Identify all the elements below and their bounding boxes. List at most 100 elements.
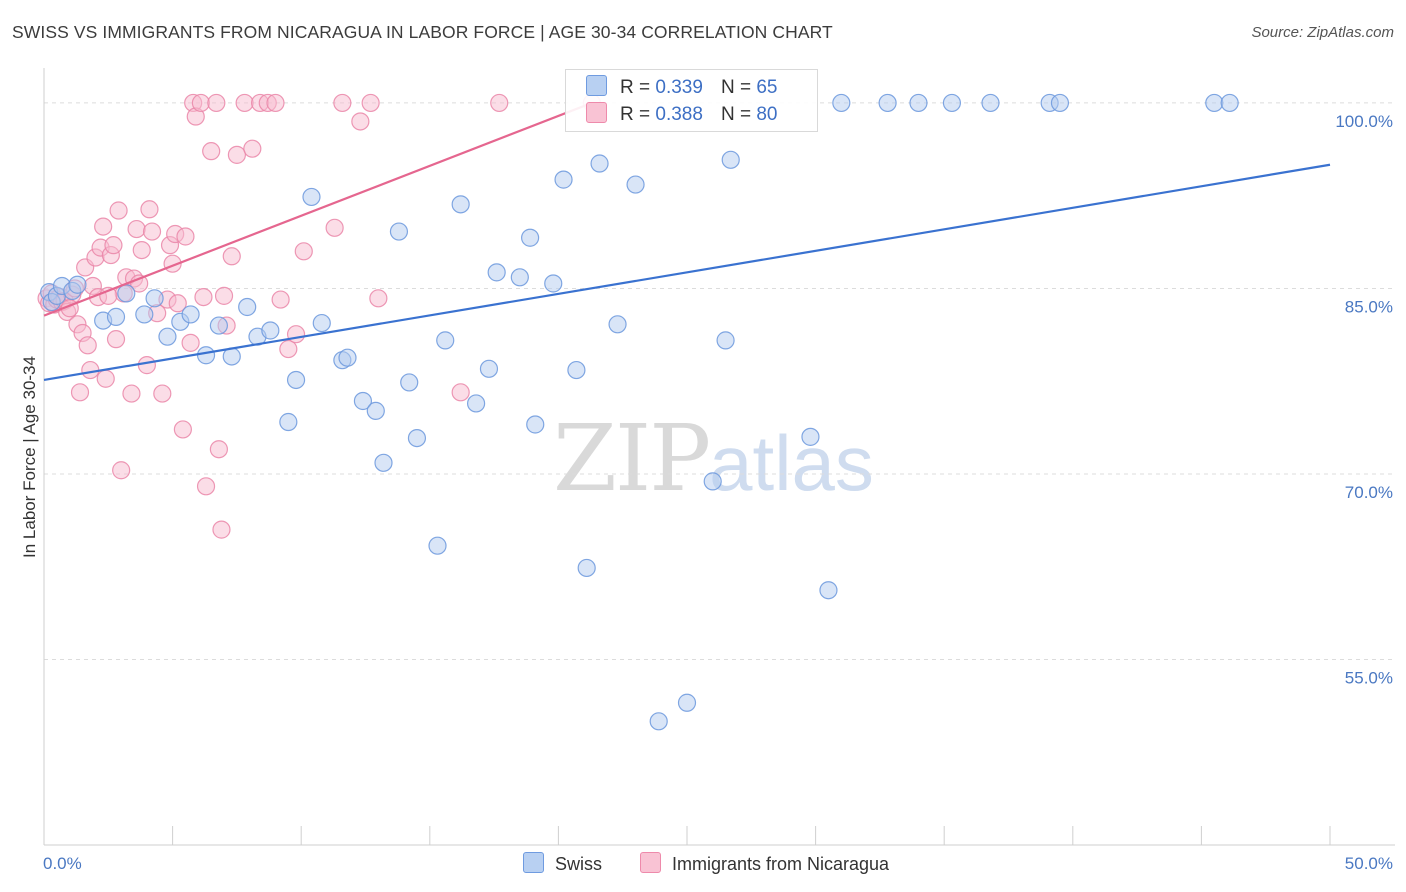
nicaragua-point [209,440,228,459]
axes [43,68,1395,846]
nicaragua-point [202,142,221,161]
nicaragua-point [140,200,159,219]
swiss-point [451,195,470,214]
nicaragua-point [122,384,141,403]
swiss-point [521,228,540,247]
x-tick-label: 0.0% [43,854,82,873]
legend-swatch-swiss [586,75,607,96]
nicaragua-point [325,218,344,237]
nicaragua-point [81,360,100,380]
swiss-point [567,360,586,380]
swiss-point [389,222,409,241]
nicaragua-point [222,247,241,266]
stats-legend: R = 0.339 N = 65 R = 0.388 N = 80 [565,69,818,132]
legend-row-swiss: R = 0.339 N = 65 [586,75,777,98]
nicaragua-point [78,336,97,355]
y-tick-labels: 55.0% 70.0% 85.0% 100.0% [1335,112,1393,688]
swiss-point [286,370,306,390]
swiss-point [487,263,506,282]
legend-n-label: N = [720,104,752,125]
legend-r-value-nicaragua: 0.388 [655,104,703,125]
swiss-point [428,536,447,555]
nicaragua-point [153,384,172,403]
legend-r-value-swiss: 0.339 [655,77,703,98]
swiss-point [801,427,820,446]
legend-item-nicaragua: Immigrants from Nicaragua [640,852,889,875]
swiss-point [135,305,154,324]
swiss-point [1220,93,1239,113]
gridlines [44,102,1395,660]
swiss-point [466,394,486,413]
nicaragua-point [142,222,162,241]
nicaragua-point [191,93,210,113]
legend-n-label: N = [720,77,752,98]
swiss-point [981,93,1000,113]
nicaragua-point [369,289,388,308]
nicaragua-point [94,217,113,236]
nicaragua-point [214,286,234,305]
swiss-point [608,315,627,334]
swiss-point [209,316,228,335]
swiss-point [353,391,373,411]
nicaragua-point [196,477,216,496]
swiss-point [479,359,499,378]
swiss-point [312,313,331,333]
nicaragua-point [212,520,231,539]
watermark-zip: ZIP [553,405,711,512]
nicaragua-point [227,145,246,164]
legend-label-nicaragua: Immigrants from Nicaragua [672,854,890,874]
nicaragua-point [243,139,262,158]
legend-swatch-nicaragua [586,102,607,123]
nicaragua-point [207,93,226,113]
chart-title: SWISS VS IMMIGRANTS FROM NICARAGUA IN LA… [12,22,833,42]
swiss-point [677,693,697,712]
watermark-logo: ZIPatlas [553,405,874,512]
nicaragua-point [168,294,187,313]
swiss-point [400,373,419,392]
nicaragua-point [173,420,192,439]
nicaragua-point [194,287,213,307]
swiss-point [196,346,216,365]
nicaragua-point [137,356,156,375]
swiss-point [577,558,596,578]
nicaragua-point [106,330,126,349]
swiss-point [279,412,298,432]
nicaragua-point [279,339,298,359]
nicaragua-point [490,93,509,113]
nicaragua-point [294,242,313,261]
legend-row-nicaragua: R = 0.388 N = 80 [586,102,777,125]
swiss-point [436,331,455,350]
source-credit: Source: ZipAtlas.com [1251,24,1394,41]
swiss-point [510,268,529,287]
nicaragua-point [109,201,128,220]
swiss-point [878,93,897,113]
swiss-point [1205,93,1224,113]
swiss-point [407,428,427,448]
y-tick-label: 85.0% [1345,297,1393,316]
trend-lines [43,101,1331,382]
swiss-point [145,289,164,308]
swiss-point [544,274,563,293]
legend-swatch-nicaragua [640,852,661,873]
nicaragua-point [104,236,123,255]
nicaragua-point [451,383,470,402]
nicaragua-point [70,383,90,402]
x-tick-labels: 0.0% 50.0% [43,854,1393,873]
swiss-point [626,175,645,194]
nicaragua-point [181,333,200,352]
swiss-point [819,581,838,600]
swiss-point [117,284,136,303]
swiss-point [942,93,962,113]
swiss-point [703,472,722,491]
nicaragua-point [361,93,380,113]
nicaragua-point [127,219,146,239]
swiss-point [554,170,573,189]
nicaragua-point [176,227,195,246]
x-tick-label: 50.0% [1345,854,1393,873]
legend-label-swiss: Swiss [555,854,603,874]
trend-line-swiss [43,163,1331,382]
swiss-point [68,275,87,294]
swiss-point [374,453,393,472]
swiss-point [302,187,321,207]
